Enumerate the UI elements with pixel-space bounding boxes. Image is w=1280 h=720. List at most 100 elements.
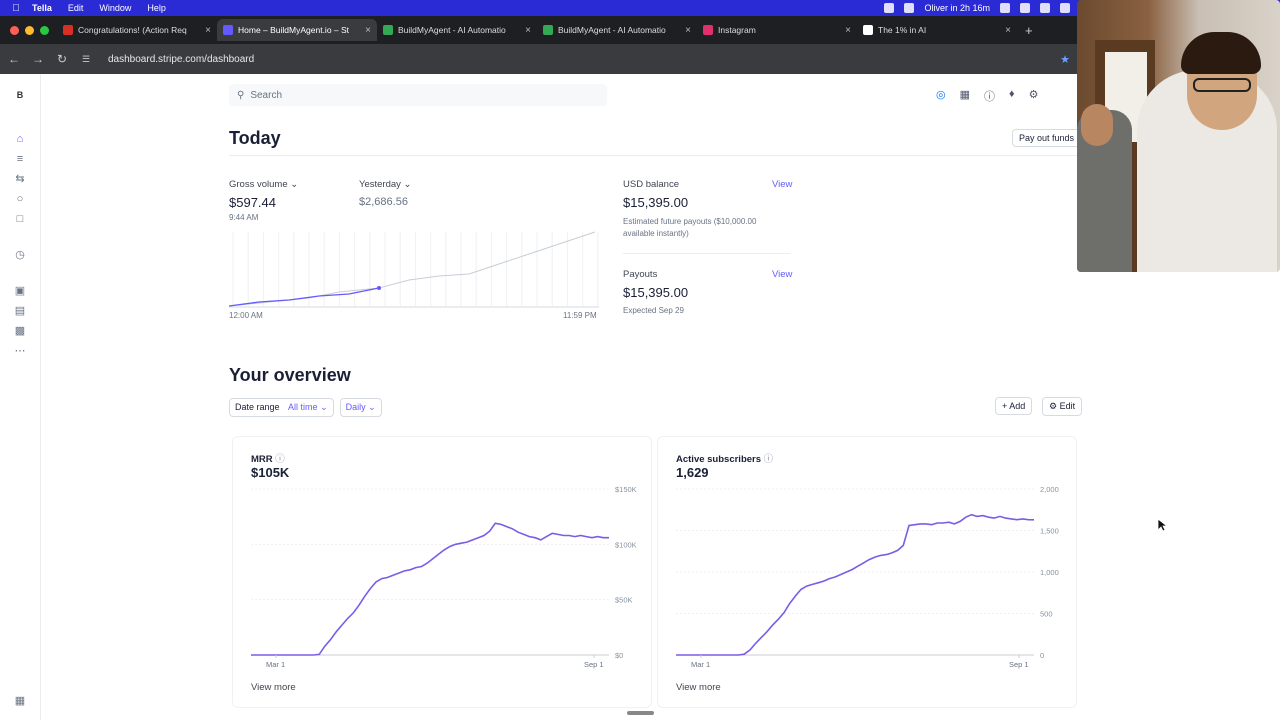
new-tab-button[interactable]: + — [1025, 22, 1033, 38]
address-bar[interactable]: dashboard.stripe.com/dashboard — [108, 53, 255, 65]
app-menu[interactable]: Tella — [32, 3, 52, 13]
mrr-value: $105K — [251, 465, 290, 480]
browser-tab[interactable]: BuildMyAgent - AI Automatio × — [377, 19, 537, 41]
assistant-icon[interactable]: ◎ — [936, 89, 946, 101]
date-range-label: Date range — [235, 402, 280, 412]
browser-tab[interactable]: Home – BuildMyAgent.io – St × — [217, 19, 377, 41]
plus-icon: + — [1002, 401, 1008, 411]
minimize-window-button[interactable] — [25, 25, 34, 35]
transactions-icon[interactable]: ⇆ — [15, 173, 25, 185]
series-line — [251, 522, 609, 656]
close-tab-icon[interactable]: × — [1005, 24, 1011, 36]
y-tick-label: 1,500 — [1040, 527, 1059, 536]
billing-icon[interactable]: ▤ — [14, 305, 26, 317]
more-icon[interactable]: ⋯ — [14, 345, 26, 357]
close-tab-icon[interactable]: × — [845, 24, 851, 36]
wallet-icon[interactable]: ▣ — [14, 285, 26, 297]
products-icon[interactable]: □ — [16, 213, 24, 225]
search-input[interactable]: ⚲ Search — [229, 84, 607, 106]
bookmark-star-icon[interactable]: ★ — [1060, 53, 1070, 66]
reload-icon[interactable]: ↻ — [56, 52, 68, 66]
status-icon[interactable] — [1040, 3, 1050, 13]
info-icon[interactable]: ⓘ — [763, 454, 774, 465]
add-widget-button[interactable]: + Add — [995, 397, 1033, 415]
mrr-title-text: MRR — [251, 454, 273, 465]
tab-favicon-icon — [863, 25, 873, 35]
x-tick-label: Sep 1 — [1009, 660, 1029, 669]
cam-presenter-hair — [1181, 32, 1261, 74]
edit-overview-button[interactable]: ⚙ Edit — [1042, 397, 1083, 416]
account-logo[interactable]: B — [16, 90, 24, 100]
search-placeholder: Search — [250, 89, 283, 101]
payouts-label: Payouts — [623, 269, 658, 280]
developer-console-icon[interactable]: ▦ — [14, 695, 26, 707]
macos-menubar:  Tella Edit Window Help Oliver in 2h 16… — [0, 0, 1280, 16]
close-tab-icon[interactable]: × — [685, 24, 691, 36]
menubar-status-area: Oliver in 2h 16m — [884, 0, 1070, 16]
menu-edit[interactable]: Edit — [67, 3, 84, 13]
y-tick-label: $0 — [615, 651, 623, 660]
site-settings-icon[interactable]: ☰ — [81, 53, 91, 64]
horizontal-scrollbar[interactable] — [627, 711, 654, 715]
back-arrow-icon[interactable]: ← — [8, 52, 20, 66]
status-icon[interactable] — [1060, 3, 1070, 13]
calendar-status[interactable]: Oliver in 2h 16m — [924, 3, 990, 13]
notifications-bell-icon[interactable]: ♦ — [1009, 88, 1015, 100]
browser-tab[interactable]: Instagram × — [697, 19, 857, 41]
chevron-down-icon: ⌄ — [403, 179, 412, 190]
payouts-view-link[interactable]: View — [772, 269, 793, 280]
tab-favicon-icon — [223, 25, 233, 35]
customers-icon[interactable]: ○ — [16, 193, 24, 205]
help-icon[interactable]: ⓘ — [984, 91, 996, 103]
x-tick-label: Mar 1 — [691, 660, 710, 669]
add-label: Add — [1009, 401, 1026, 411]
date-range-filter[interactable]: Date range All time ⌄ — [229, 398, 334, 417]
browser-tab[interactable]: BuildMyAgent - AI Automatio × — [537, 19, 697, 41]
interval-filter[interactable]: Daily ⌄ — [339, 398, 382, 417]
usd-balance-label: USD balance — [623, 179, 679, 190]
overview-filters: Date range All time ⌄ Daily ⌄ — [229, 398, 382, 417]
close-tab-icon[interactable]: × — [525, 24, 531, 36]
menu-window[interactable]: Window — [99, 3, 132, 13]
status-icon[interactable] — [1020, 3, 1030, 13]
history-icon[interactable]: ◷ — [15, 249, 25, 261]
date-range-value: All time — [288, 402, 318, 412]
browser-tab[interactable]: The 1% in AI × — [857, 19, 1017, 41]
active-subscribers-card[interactable]: 0 500 1,000 1,500 2,000 Mar 1 Sep 1 Active sub… — [657, 436, 1077, 708]
edit-label: Edit — [1059, 401, 1076, 411]
info-icon[interactable]: ⓘ — [275, 454, 285, 465]
status-icon[interactable] — [1000, 3, 1010, 13]
close-window-button[interactable] — [10, 25, 19, 35]
gross-volume-dropdown[interactable]: Gross volume ⌄ — [229, 179, 299, 190]
close-tab-icon[interactable]: × — [365, 24, 371, 36]
menu-help[interactable]: Help — [147, 3, 166, 13]
y-tick-label: 1,000 — [1040, 568, 1059, 577]
status-icon[interactable] — [904, 3, 915, 13]
subscribers-value: 1,629 — [676, 465, 709, 480]
usd-balance-note: Estimated future payouts ($10,000.00 ava… — [623, 217, 757, 238]
browser-tab[interactable]: Congratulations! (Action Req × — [57, 19, 217, 41]
apps-icon[interactable]: ▦ — [959, 89, 971, 101]
settings-gear-icon[interactable]: ⚙ — [1028, 89, 1039, 101]
home-icon[interactable]: ⌂ — [16, 133, 24, 145]
apple-menu-icon[interactable]:  — [0, 3, 32, 14]
search-icon: ⚲ — [237, 89, 245, 101]
subscribers-title: Active subscribers ⓘ — [676, 451, 773, 465]
maximize-window-button[interactable] — [40, 25, 49, 35]
x-tick-label: Sep 1 — [584, 660, 604, 669]
usd-balance-view-link[interactable]: View — [772, 179, 793, 190]
forward-arrow-icon[interactable]: → — [32, 52, 44, 66]
status-icon[interactable] — [884, 3, 895, 13]
close-tab-icon[interactable]: × — [205, 24, 211, 36]
reports-icon[interactable]: ▩ — [14, 325, 26, 337]
subscribers-view-more-link[interactable]: View more — [676, 682, 721, 693]
pay-out-funds-button[interactable]: Pay out funds — [1012, 129, 1082, 147]
today-volume-chart — [229, 231, 599, 308]
payouts-value: $15,395.00 — [623, 285, 689, 300]
stripe-sidebar: B ⌂ ≡ ⇆ ○ □ ◷ ▣ ▤ ▩ ⋯ ▦ — [0, 74, 41, 720]
yesterday-dropdown[interactable]: Yesterday ⌄ — [359, 179, 412, 190]
mrr-card[interactable]: $0 $50K $100K $150K Mar 1 Sep 1 MRR ⓘ $105K V… — [232, 436, 652, 708]
tab-title: Congratulations! (Action Req — [78, 25, 187, 35]
balances-icon[interactable]: ≡ — [16, 153, 24, 165]
mrr-view-more-link[interactable]: View more — [251, 682, 296, 693]
